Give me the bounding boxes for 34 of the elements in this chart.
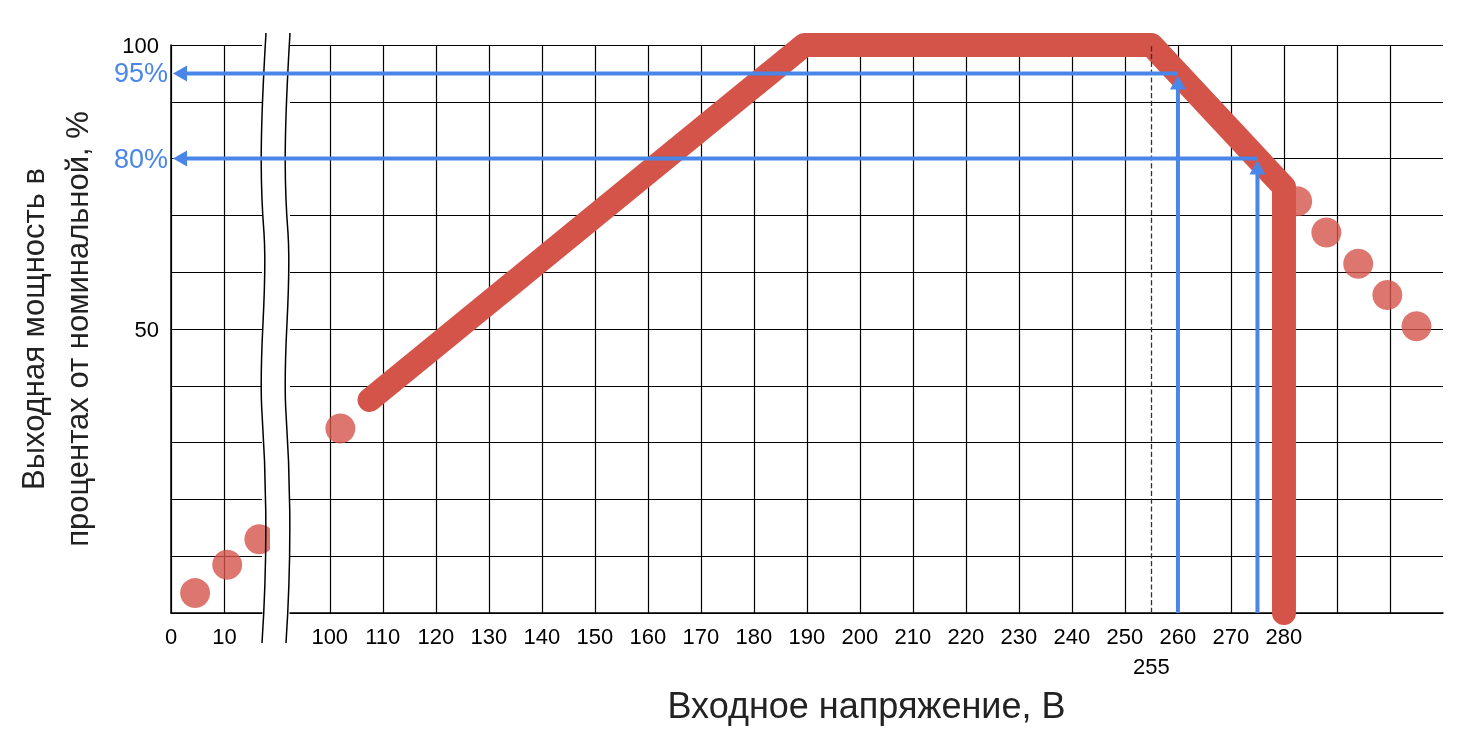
y-axis-title: Выходная мощность в процентах от номинальной, %	[15, 111, 95, 547]
point	[212, 549, 243, 580]
x-tick-label: 10	[212, 623, 237, 649]
x-tick-label: 270	[1212, 623, 1250, 649]
x-tick-label: 100	[311, 623, 349, 649]
x-tick-label: 210	[894, 623, 932, 649]
x-tick-label: 260	[1159, 623, 1197, 649]
x-tick-label: 240	[1053, 623, 1091, 649]
x-tick-label: 120	[417, 623, 455, 649]
point	[180, 578, 211, 609]
x-tick-label: 110	[365, 623, 401, 649]
x-tick-label: 170	[682, 623, 720, 649]
x-axis-title: Входное напряжение, В	[667, 684, 1066, 726]
x-tick-label: 0	[164, 623, 178, 649]
x-tick-label: 160	[629, 623, 667, 649]
x-tick-label: 200	[841, 623, 879, 649]
x-tick-label: 180	[735, 623, 773, 649]
point	[1401, 311, 1432, 342]
x-tick-label: 130	[470, 623, 508, 649]
text: 95%	[113, 58, 168, 89]
x-tick-label: 250	[1106, 623, 1144, 649]
x-tick-label: 190	[788, 623, 826, 649]
ref-line-label: 255	[1133, 653, 1170, 679]
point	[1343, 248, 1374, 279]
point	[325, 413, 356, 444]
x-tick-label: 140	[523, 623, 561, 649]
y-tick-label: 50	[134, 316, 159, 342]
point	[1372, 279, 1403, 310]
point	[1311, 217, 1342, 248]
text: 80%	[113, 143, 168, 174]
x-tick-label: 150	[576, 623, 614, 649]
x-tick-label: 280	[1265, 623, 1303, 649]
x-tick-label: 220	[947, 623, 985, 649]
x-tick-label: 230	[1000, 623, 1038, 649]
